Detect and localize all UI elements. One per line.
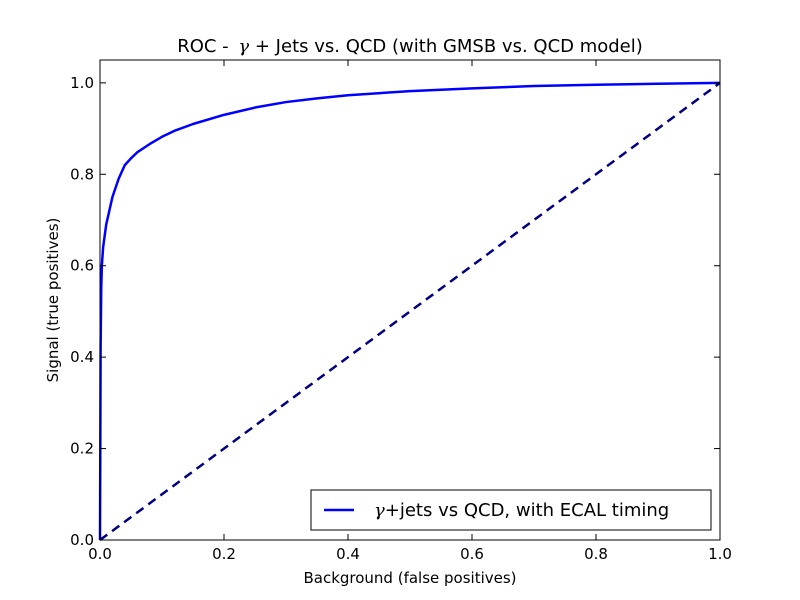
plot-frame — [99, 59, 721, 541]
chart-title: ROC - γ + Jets vs. QCD (with GMSB vs. QC… — [177, 36, 643, 57]
diagonal-reference-line — [99, 81, 721, 542]
y-tick-label: 1.0 — [70, 74, 94, 92]
x-tick-label: 0.2 — [212, 545, 236, 563]
x-tick-label: 0.4 — [336, 545, 360, 563]
x-tick-label: 0.6 — [460, 545, 484, 563]
y-tick-label: 0.0 — [70, 531, 94, 549]
title-gamma-symbol: γ — [238, 36, 249, 57]
x-axis-label: Background (false positives) — [303, 569, 516, 587]
y-tick-label: 0.4 — [70, 348, 94, 366]
y-axis-label: Signal (true positives) — [44, 218, 62, 383]
roc-curve-series-0 — [98, 81, 721, 541]
legend-label: +jets vs QCD, with ECAL timing — [385, 500, 669, 521]
x-tick-label: 1.0 — [708, 545, 732, 563]
legend-gamma-symbol: γ — [374, 500, 385, 521]
legend: γ+jets vs QCD, with ECAL timing — [310, 489, 712, 531]
title-suffix: + Jets vs. QCD (with GMSB vs. QCD model) — [249, 36, 643, 57]
title-prefix: ROC - — [177, 36, 234, 57]
y-tick-label: 0.8 — [70, 165, 94, 183]
legend-entry: γ+jets vs QCD, with ECAL timing — [374, 500, 669, 521]
legend-box — [310, 489, 712, 531]
x-tick-label: 0.8 — [584, 545, 608, 563]
x-tick-label: 0.0 — [88, 545, 112, 563]
plot-curves — [98, 81, 721, 542]
y-tick-label: 0.2 — [70, 440, 94, 458]
y-tick-label: 0.6 — [70, 257, 94, 275]
